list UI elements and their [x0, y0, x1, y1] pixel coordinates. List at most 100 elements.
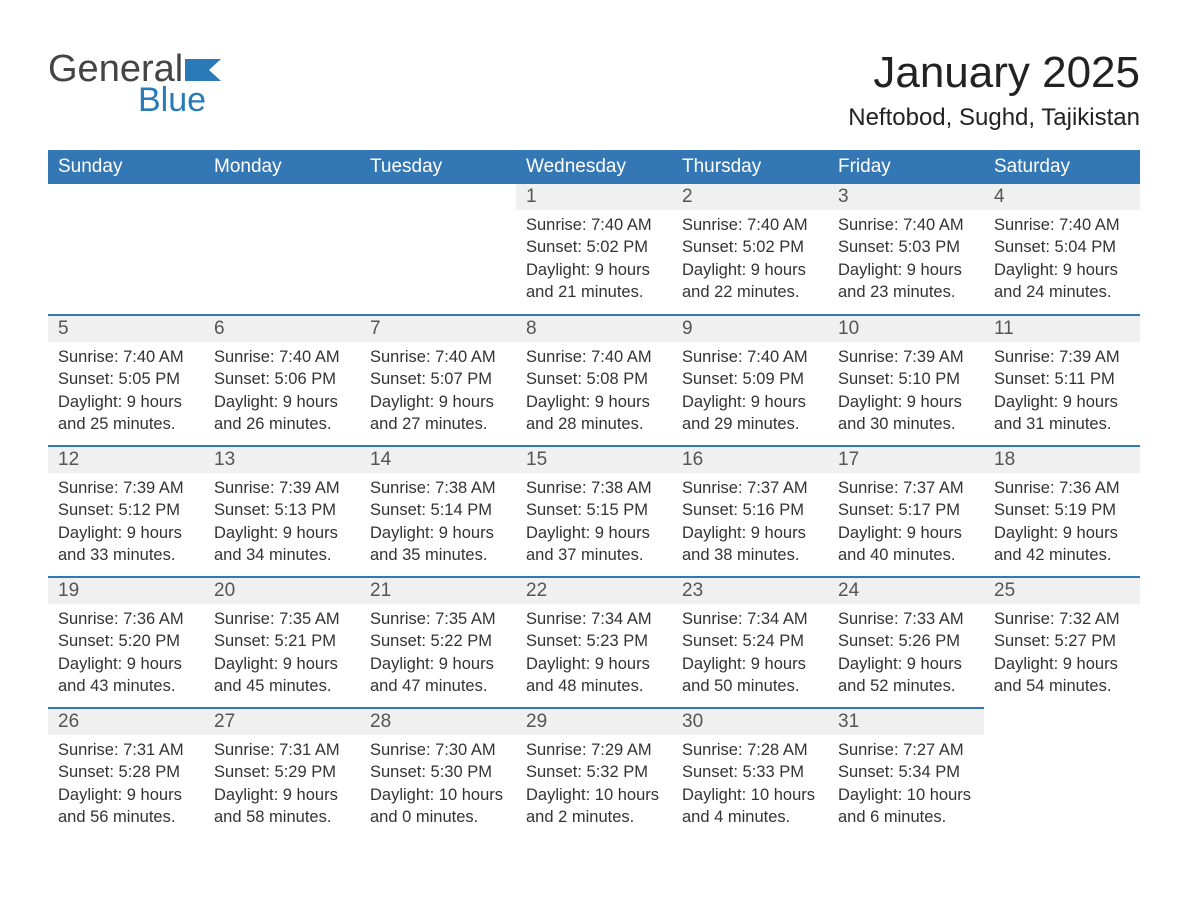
day-detail-line: Sunset: 5:02 PM [682, 236, 818, 258]
day-detail-line: Daylight: 9 hours [370, 522, 506, 544]
day-detail-line: and 6 minutes. [838, 806, 974, 828]
calendar-cell: 29Sunrise: 7:29 AMSunset: 5:32 PMDayligh… [516, 707, 672, 838]
day-details: Sunrise: 7:40 AMSunset: 5:05 PMDaylight:… [48, 342, 204, 445]
day-detail-line: Daylight: 9 hours [58, 522, 194, 544]
day-details: Sunrise: 7:33 AMSunset: 5:26 PMDaylight:… [828, 604, 984, 707]
day-header: Saturday [984, 150, 1140, 184]
day-details: Sunrise: 7:32 AMSunset: 5:27 PMDaylight:… [984, 604, 1140, 707]
day-detail-line: Sunset: 5:03 PM [838, 236, 974, 258]
day-header: Sunday [48, 150, 204, 184]
day-header: Monday [204, 150, 360, 184]
day-detail-line: Sunset: 5:33 PM [682, 761, 818, 783]
day-number: 5 [48, 314, 204, 342]
day-detail-line: and 30 minutes. [838, 413, 974, 435]
day-detail-line: Daylight: 9 hours [370, 391, 506, 413]
day-header: Wednesday [516, 150, 672, 184]
day-number: 16 [672, 445, 828, 473]
day-detail-line: Sunrise: 7:40 AM [838, 214, 974, 236]
calendar-cell: 25Sunrise: 7:32 AMSunset: 5:27 PMDayligh… [984, 576, 1140, 707]
day-detail-line: and 47 minutes. [370, 675, 506, 697]
calendar-cell: 23Sunrise: 7:34 AMSunset: 5:24 PMDayligh… [672, 576, 828, 707]
day-detail-line: Daylight: 9 hours [838, 391, 974, 413]
day-details: Sunrise: 7:40 AMSunset: 5:07 PMDaylight:… [360, 342, 516, 445]
day-details: Sunrise: 7:40 AMSunset: 5:04 PMDaylight:… [984, 210, 1140, 313]
day-detail-line: Sunset: 5:08 PM [526, 368, 662, 390]
day-detail-line: Sunset: 5:09 PM [682, 368, 818, 390]
day-details: Sunrise: 7:36 AMSunset: 5:19 PMDaylight:… [984, 473, 1140, 576]
day-detail-line: Daylight: 9 hours [214, 522, 350, 544]
day-detail-line: and 24 minutes. [994, 281, 1130, 303]
day-number: 22 [516, 576, 672, 604]
day-detail-line: Sunset: 5:19 PM [994, 499, 1130, 521]
day-detail-line: Daylight: 9 hours [214, 391, 350, 413]
calendar-cell: 10Sunrise: 7:39 AMSunset: 5:10 PMDayligh… [828, 314, 984, 445]
day-detail-line: Sunset: 5:20 PM [58, 630, 194, 652]
day-details: Sunrise: 7:34 AMSunset: 5:23 PMDaylight:… [516, 604, 672, 707]
calendar-row: 1Sunrise: 7:40 AMSunset: 5:02 PMDaylight… [48, 184, 1140, 314]
calendar-cell: 11Sunrise: 7:39 AMSunset: 5:11 PMDayligh… [984, 314, 1140, 445]
day-number: 8 [516, 314, 672, 342]
day-detail-line: Sunrise: 7:36 AM [58, 608, 194, 630]
day-detail-line: Sunrise: 7:33 AM [838, 608, 974, 630]
day-detail-line: Sunrise: 7:40 AM [682, 214, 818, 236]
day-detail-line: Daylight: 9 hours [838, 653, 974, 675]
day-header: Thursday [672, 150, 828, 184]
day-number: 30 [672, 707, 828, 735]
day-number: 23 [672, 576, 828, 604]
day-detail-line: Sunset: 5:32 PM [526, 761, 662, 783]
calendar-cell: 9Sunrise: 7:40 AMSunset: 5:09 PMDaylight… [672, 314, 828, 445]
day-detail-line: Daylight: 9 hours [370, 653, 506, 675]
day-number: 25 [984, 576, 1140, 604]
day-details: Sunrise: 7:39 AMSunset: 5:11 PMDaylight:… [984, 342, 1140, 445]
day-details: Sunrise: 7:34 AMSunset: 5:24 PMDaylight:… [672, 604, 828, 707]
day-detail-line: Daylight: 9 hours [58, 653, 194, 675]
day-detail-line: Daylight: 9 hours [994, 259, 1130, 281]
calendar-cell: 18Sunrise: 7:36 AMSunset: 5:19 PMDayligh… [984, 445, 1140, 576]
day-details: Sunrise: 7:31 AMSunset: 5:29 PMDaylight:… [204, 735, 360, 838]
location-text: Neftobod, Sughd, Tajikistan [848, 104, 1140, 132]
calendar-cell: 17Sunrise: 7:37 AMSunset: 5:17 PMDayligh… [828, 445, 984, 576]
calendar-cell: 30Sunrise: 7:28 AMSunset: 5:33 PMDayligh… [672, 707, 828, 838]
day-detail-line: Daylight: 9 hours [214, 653, 350, 675]
day-detail-line: Sunset: 5:30 PM [370, 761, 506, 783]
day-detail-line: Sunrise: 7:31 AM [58, 739, 194, 761]
day-detail-line: and 27 minutes. [370, 413, 506, 435]
day-number: 17 [828, 445, 984, 473]
day-detail-line: Sunrise: 7:40 AM [214, 346, 350, 368]
day-number: 11 [984, 314, 1140, 342]
day-detail-line: and 58 minutes. [214, 806, 350, 828]
calendar-cell: 16Sunrise: 7:37 AMSunset: 5:16 PMDayligh… [672, 445, 828, 576]
day-detail-line: Sunrise: 7:40 AM [526, 346, 662, 368]
calendar-cell: 6Sunrise: 7:40 AMSunset: 5:06 PMDaylight… [204, 314, 360, 445]
day-detail-line: and 23 minutes. [838, 281, 974, 303]
calendar-row: 5Sunrise: 7:40 AMSunset: 5:05 PMDaylight… [48, 314, 1140, 445]
day-detail-line: Daylight: 10 hours [526, 784, 662, 806]
day-detail-line: Sunrise: 7:30 AM [370, 739, 506, 761]
day-detail-line: Sunset: 5:21 PM [214, 630, 350, 652]
calendar-cell: 12Sunrise: 7:39 AMSunset: 5:12 PMDayligh… [48, 445, 204, 576]
day-detail-line: and 50 minutes. [682, 675, 818, 697]
day-detail-line: Sunset: 5:22 PM [370, 630, 506, 652]
day-detail-line: Sunset: 5:07 PM [370, 368, 506, 390]
day-number: 26 [48, 707, 204, 735]
day-detail-line: Daylight: 9 hours [994, 522, 1130, 544]
day-detail-line: Daylight: 10 hours [370, 784, 506, 806]
calendar-cell: 31Sunrise: 7:27 AMSunset: 5:34 PMDayligh… [828, 707, 984, 838]
calendar-table: SundayMondayTuesdayWednesdayThursdayFrid… [48, 150, 1140, 838]
day-details: Sunrise: 7:37 AMSunset: 5:17 PMDaylight:… [828, 473, 984, 576]
calendar-cell: 28Sunrise: 7:30 AMSunset: 5:30 PMDayligh… [360, 707, 516, 838]
day-number: 18 [984, 445, 1140, 473]
day-detail-line: Sunrise: 7:37 AM [838, 477, 974, 499]
day-detail-line: Sunrise: 7:36 AM [994, 477, 1130, 499]
day-detail-line: Sunset: 5:23 PM [526, 630, 662, 652]
day-details: Sunrise: 7:40 AMSunset: 5:02 PMDaylight:… [672, 210, 828, 313]
day-details: Sunrise: 7:31 AMSunset: 5:28 PMDaylight:… [48, 735, 204, 838]
day-detail-line: Sunrise: 7:39 AM [214, 477, 350, 499]
day-header: Tuesday [360, 150, 516, 184]
day-number: 29 [516, 707, 672, 735]
day-detail-line: Sunset: 5:24 PM [682, 630, 818, 652]
day-detail-line: Sunrise: 7:37 AM [682, 477, 818, 499]
day-detail-line: and 37 minutes. [526, 544, 662, 566]
calendar-row: 26Sunrise: 7:31 AMSunset: 5:28 PMDayligh… [48, 707, 1140, 838]
calendar-cell: 21Sunrise: 7:35 AMSunset: 5:22 PMDayligh… [360, 576, 516, 707]
